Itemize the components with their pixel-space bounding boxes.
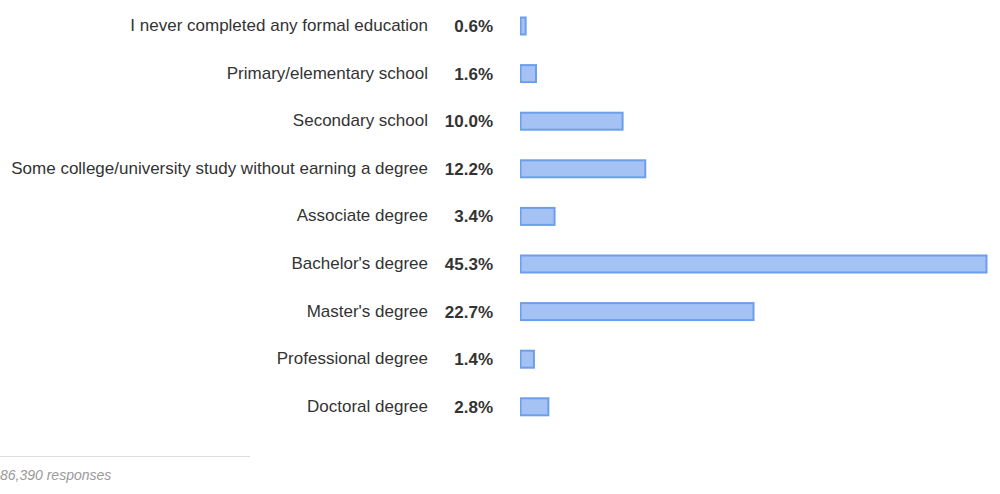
category-label: Primary/elementary school bbox=[0, 65, 428, 83]
chart-svg: 0.6% 1.6% 10.0% 12.2% 3.4% 45.3% 22.7% 1.4% 2.8% bbox=[0, 0, 1000, 494]
data-label: 0.6% bbox=[454, 17, 493, 36]
category-label: Some college/university study without ea… bbox=[0, 160, 428, 178]
data-label: 2.8% bbox=[454, 398, 493, 417]
data-label: 3.4% bbox=[454, 207, 493, 226]
bar bbox=[521, 208, 555, 225]
data-label: 12.2% bbox=[445, 160, 493, 179]
bar bbox=[521, 65, 536, 82]
category-label: I never completed any formal education bbox=[0, 17, 428, 35]
footer-rule bbox=[0, 456, 250, 457]
bar bbox=[521, 256, 987, 273]
category-label: Secondary school bbox=[0, 112, 428, 130]
data-label: 10.0% bbox=[445, 112, 493, 131]
bar bbox=[521, 113, 623, 130]
category-label: Bachelor's degree bbox=[0, 255, 428, 273]
data-label: 45.3% bbox=[445, 255, 493, 274]
category-label: Doctoral degree bbox=[0, 398, 428, 416]
category-label: Master's degree bbox=[0, 303, 428, 321]
category-label: Associate degree bbox=[0, 207, 428, 225]
bar bbox=[521, 351, 534, 368]
data-labels: 0.6% 1.6% 10.0% 12.2% 3.4% 45.3% 22.7% 1.4% 2.8% bbox=[445, 17, 493, 417]
data-label: 1.4% bbox=[454, 350, 493, 369]
bar bbox=[521, 398, 549, 415]
bar bbox=[521, 303, 754, 320]
data-label: 22.7% bbox=[445, 303, 493, 322]
bar bbox=[521, 160, 646, 177]
bars bbox=[521, 18, 987, 416]
data-label: 1.6% bbox=[454, 65, 493, 84]
bar bbox=[521, 18, 526, 35]
category-label: Professional degree bbox=[0, 350, 428, 368]
footnote: 86,390 responses bbox=[0, 467, 111, 483]
